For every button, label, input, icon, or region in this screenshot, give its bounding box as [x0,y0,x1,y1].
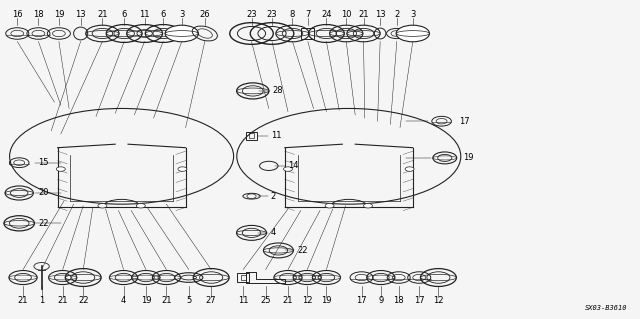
Bar [246,131,257,140]
Circle shape [165,25,198,42]
Text: 2: 2 [271,192,276,201]
Text: 20: 20 [38,189,49,197]
Text: 2: 2 [394,10,399,19]
Text: 19: 19 [141,296,151,305]
Text: 11: 11 [238,296,248,305]
Bar [301,28,314,39]
Text: 9: 9 [378,296,383,305]
Text: 4: 4 [271,228,276,237]
Circle shape [56,167,65,171]
Text: 12: 12 [433,296,444,305]
Bar [241,275,246,280]
Text: 17: 17 [414,296,424,305]
Text: 11: 11 [140,10,150,19]
Text: 25: 25 [260,296,271,305]
Text: 1: 1 [39,296,44,305]
Text: 4: 4 [121,296,126,305]
Text: 23: 23 [246,10,257,19]
Text: 21: 21 [18,296,28,305]
Bar [249,133,254,138]
Text: 18: 18 [33,10,44,19]
Circle shape [364,204,372,208]
Text: 22: 22 [78,296,88,305]
Text: 14: 14 [288,161,298,170]
Circle shape [178,167,187,171]
Text: 7: 7 [305,10,310,19]
Text: 21: 21 [283,296,293,305]
Text: 5: 5 [186,296,191,305]
Text: 26: 26 [200,10,210,19]
Text: 16: 16 [12,10,22,19]
Circle shape [136,204,145,208]
Text: 3: 3 [410,10,415,19]
Text: 13: 13 [375,10,385,19]
Text: 19: 19 [54,10,64,19]
Text: 18: 18 [394,296,404,305]
Text: 12: 12 [302,296,312,305]
Text: 22: 22 [298,246,308,255]
Text: 21: 21 [97,10,108,19]
Circle shape [396,25,429,42]
Text: 17: 17 [356,296,367,305]
Text: 6: 6 [161,10,166,19]
Text: 19: 19 [463,153,473,162]
Text: 19: 19 [321,296,332,305]
Text: 15: 15 [38,158,49,167]
Text: 21: 21 [161,296,172,305]
Text: 10: 10 [341,10,351,19]
Text: 21: 21 [58,296,68,305]
Bar [237,273,249,282]
Text: 13: 13 [76,10,86,19]
Text: 24: 24 [321,10,332,19]
Text: 28: 28 [272,86,283,95]
Text: 27: 27 [206,296,216,305]
Circle shape [325,204,334,208]
Text: 6: 6 [122,10,127,19]
Circle shape [98,204,107,208]
Text: 21: 21 [358,10,369,19]
Text: 8: 8 [290,10,295,19]
Text: 23: 23 [267,10,277,19]
Circle shape [405,167,414,171]
Text: 11: 11 [271,131,281,140]
Text: 3: 3 [179,10,184,19]
Circle shape [284,167,292,171]
Text: 17: 17 [460,117,470,126]
Text: SX03-B3610: SX03-B3610 [585,305,627,311]
Text: 22: 22 [38,219,49,228]
